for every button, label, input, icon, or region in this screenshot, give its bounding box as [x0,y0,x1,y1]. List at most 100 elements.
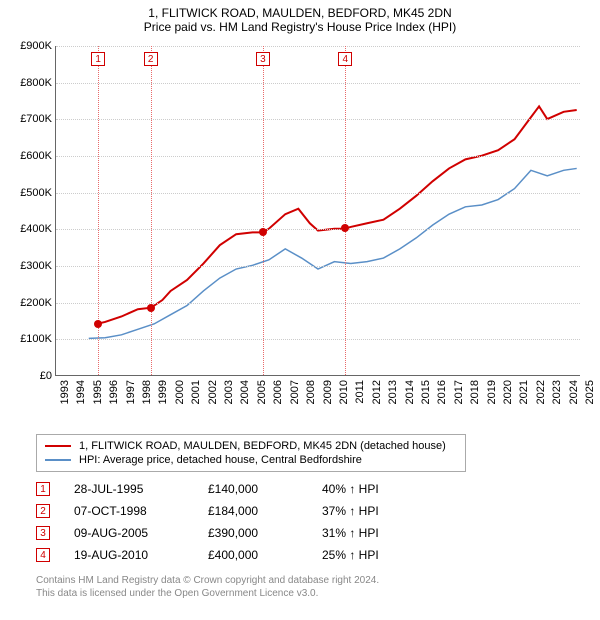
plot-area: 1234 [55,46,580,376]
x-axis-label: 2024 [568,380,580,404]
y-axis-label: £100K [0,333,52,345]
sale-row-marker: 2 [36,504,50,518]
x-axis-label: 2011 [354,380,366,404]
x-axis-label: 2004 [239,380,251,404]
x-axis-label: 2009 [322,380,334,404]
gridline [56,83,580,84]
x-axis-label: 1995 [92,380,104,404]
sale-row-price: £400,000 [208,548,298,562]
sale-row-marker: 4 [36,548,50,562]
legend-item: HPI: Average price, detached house, Cent… [45,453,457,467]
sale-marker-box: 1 [91,52,105,66]
x-axis-label: 2018 [469,380,481,404]
sale-marker-line [263,46,264,375]
sale-row: 1 28-JUL-1995 £140,000 40% ↑ HPI [36,478,590,500]
x-axis-label: 1996 [108,380,120,404]
y-axis-label: £800K [0,77,52,89]
sales-table: 1 28-JUL-1995 £140,000 40% ↑ HPI 2 07-OCT-199… [36,478,590,566]
x-axis-label: 2002 [207,380,219,404]
sale-row: 4 19-AUG-2010 £400,000 25% ↑ HPI [36,544,590,566]
x-axis-label: 2001 [190,380,202,404]
sale-row: 309-AUG-2005£390,00031% ↑ HPI [36,522,590,544]
footer-line: This data is licensed under the Open Gov… [36,587,590,600]
x-axis-label: 2000 [174,380,186,404]
x-axis-label: 1994 [75,380,87,404]
x-axis-label: 1997 [125,380,137,404]
sale-row-price: £140,000 [208,482,298,496]
x-axis-label: 2003 [223,380,235,404]
x-axis-label: 2016 [436,380,448,404]
x-axis-label: 2023 [551,380,563,404]
footer: Contains HM Land Registry data © Crown c… [36,574,590,600]
legend-label: 1, FLITWICK ROAD, MAULDEN, BEDFORD, MK45… [79,440,446,452]
sale-row: 2 07-OCT-1998 £184,000 37% ↑ HPI [36,500,590,522]
sale-row-price: £390,000 [208,526,298,540]
sale-row-hpi: 25% ↑ HPI [322,548,412,562]
x-axis-label: 2022 [535,380,547,404]
chart-area: 1234 £0£100K£200K£300K£400K£500K£600K£70… [0,38,600,428]
x-axis-label: 2025 [584,380,596,404]
x-axis-label: 2012 [371,380,383,404]
y-axis-label: £400K [0,223,52,235]
sale-row-price: £184,000 [208,504,298,518]
x-axis-label: 2008 [305,380,317,404]
x-axis-label: 2006 [272,380,284,404]
x-axis-label: 2017 [453,380,465,404]
sale-marker-line [345,46,346,375]
sale-row-date: 28-JUL-1995 [74,482,184,496]
legend-item: 1, FLITWICK ROAD, MAULDEN, BEDFORD, MK45… [45,439,457,453]
legend: 1, FLITWICK ROAD, MAULDEN, BEDFORD, MK45… [36,434,466,472]
sale-marker-box: 3 [256,52,270,66]
gridline [56,193,580,194]
x-axis-label: 2010 [338,380,350,404]
x-axis-label: 2015 [420,380,432,404]
sale-row-hpi: 31% ↑ HPI [322,526,412,540]
chart-container: 1, FLITWICK ROAD, MAULDEN, BEDFORD, MK45… [0,0,600,600]
title-address: 1, FLITWICK ROAD, MAULDEN, BEDFORD, MK45… [0,6,600,20]
sale-row-hpi: 37% ↑ HPI [322,504,412,518]
y-axis-label: £200K [0,297,52,309]
sale-row-date: 07-OCT-1998 [74,504,184,518]
legend-swatch [45,445,71,447]
x-axis-label: 2007 [289,380,301,404]
line-layer [56,46,580,375]
sale-marker-line [151,46,152,375]
gridline [56,229,580,230]
y-axis-label: £600K [0,150,52,162]
footer-line: Contains HM Land Registry data © Crown c… [36,574,590,587]
gridline [56,156,580,157]
sale-marker-box: 4 [338,52,352,66]
sale-row-date: 19-AUG-2010 [74,548,184,562]
x-axis-label: 1998 [141,380,153,404]
series-line [97,106,577,324]
y-axis-label: £900K [0,40,52,52]
titles: 1, FLITWICK ROAD, MAULDEN, BEDFORD, MK45… [0,0,600,38]
sale-row-hpi: 40% ↑ HPI [322,482,412,496]
x-axis-label: 1993 [59,380,71,404]
x-axis-label: 2021 [518,380,530,404]
sale-point [94,320,102,328]
x-axis-label: 2020 [502,380,514,404]
y-axis-label: £300K [0,260,52,272]
x-axis-label: 2014 [404,380,416,404]
legend-swatch [45,459,71,461]
title-subtitle: Price paid vs. HM Land Registry's House … [0,20,600,34]
sale-row-marker: 1 [36,482,50,496]
y-axis-label: £700K [0,113,52,125]
gridline [56,119,580,120]
gridline [56,46,580,47]
y-axis-label: £500K [0,187,52,199]
gridline [56,303,580,304]
sale-row-date: 09-AUG-2005 [74,526,184,540]
gridline [56,266,580,267]
x-axis-label: 1999 [157,380,169,404]
series-line [89,168,577,338]
y-axis-label: £0 [0,370,52,382]
sale-point [147,304,155,312]
sale-point [259,228,267,236]
x-axis-label: 2019 [486,380,498,404]
gridline [56,339,580,340]
legend-label: HPI: Average price, detached house, Cent… [79,454,362,466]
sale-point [341,224,349,232]
x-axis-label: 2005 [256,380,268,404]
